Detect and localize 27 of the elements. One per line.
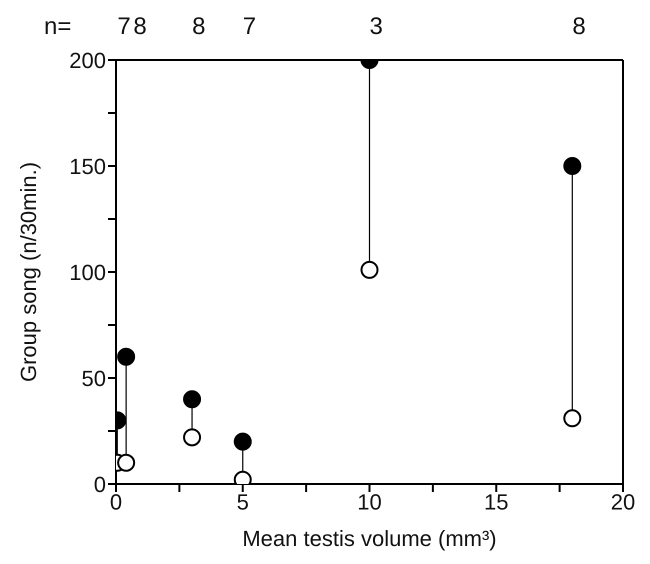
text: n= (44, 13, 72, 40)
text: 8 (192, 13, 206, 40)
x-tick-label: 0 (110, 490, 122, 515)
point (234, 432, 252, 451)
text: 7 (242, 13, 256, 40)
x-tick-label: 20 (610, 490, 636, 515)
point (183, 390, 202, 408)
point (183, 428, 202, 446)
point (117, 348, 136, 366)
point (563, 157, 582, 175)
y-axis-title: Group song (n/30min.) (16, 162, 41, 382)
point (360, 260, 378, 279)
text: 8 (572, 13, 586, 40)
text: 8 (133, 13, 147, 40)
y-tick-label: 150 (69, 154, 106, 179)
text: 3 (370, 13, 383, 40)
y-tick-label: 200 (69, 48, 106, 73)
y-tick-label: 0 (94, 472, 106, 497)
x-tick-label: 10 (357, 490, 382, 515)
text: 7 (117, 13, 131, 40)
x-axis-title: Mean testis volume (mm³) (242, 526, 497, 551)
x-tick-label: 5 (236, 490, 249, 515)
x-tick-label: 15 (484, 490, 508, 515)
point (117, 454, 136, 472)
y-tick-label: 50 (82, 366, 106, 391)
y-tick-label: 100 (69, 260, 106, 285)
point (563, 409, 582, 428)
